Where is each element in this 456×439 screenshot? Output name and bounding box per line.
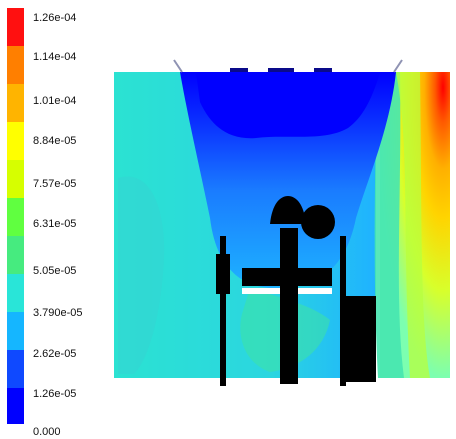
legend-label-7: 5.05e-05	[33, 265, 77, 277]
vent-top-1	[230, 68, 248, 72]
legend-label-11: 0.000	[33, 426, 61, 438]
band-right-yellowgreen	[396, 72, 430, 378]
legend-label-1: 1.26e-04	[33, 12, 77, 24]
legend-label-3: 1.01e-04	[33, 95, 77, 107]
object-left-pole	[220, 236, 226, 386]
legend-label-2: 1.14e-04	[33, 51, 77, 63]
object-left-block	[216, 254, 230, 294]
legend-label-8: 3.790e-05	[33, 307, 83, 319]
object-head-1	[270, 196, 306, 224]
legend-label-10: 1.26e-05	[33, 388, 77, 400]
legend-label-4: 8.84e-05	[33, 135, 77, 147]
vent-top-2	[268, 68, 294, 72]
band-right-transition	[372, 72, 404, 378]
legend-label-6: 6.31e-05	[33, 218, 77, 230]
jet-dark-top	[196, 72, 380, 139]
color-legend: 1.26e-04 1.14e-04 1.01e-04 8.84e-05 7.57…	[0, 0, 110, 438]
vent-top-3	[314, 68, 332, 72]
legend-color-bar	[7, 8, 24, 424]
contour-plot	[110, 58, 456, 390]
contour-svg	[114, 59, 450, 386]
object-right-block	[346, 296, 376, 382]
object-center-column	[280, 228, 298, 384]
vent-right	[393, 59, 403, 73]
object-head-2	[301, 205, 335, 239]
vent-left	[173, 59, 183, 73]
legend-label-5: 7.57e-05	[33, 178, 77, 190]
object-right-pole	[340, 236, 346, 386]
left-variation	[118, 176, 165, 374]
legend-label-9: 2.62e-05	[33, 348, 77, 360]
